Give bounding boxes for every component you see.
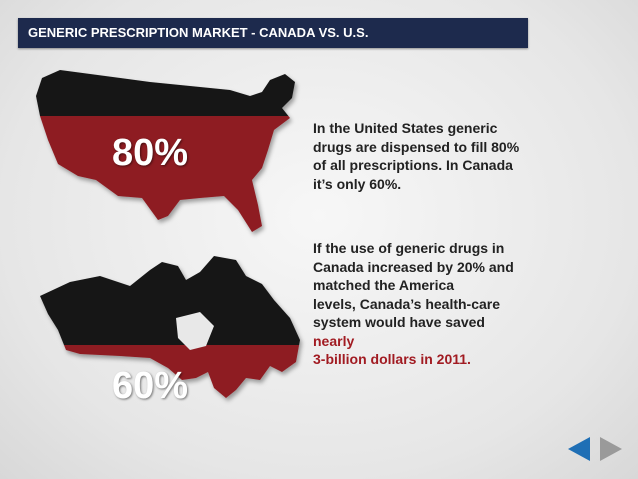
text-line: matched the America — [313, 277, 455, 293]
text-line: drugs are dispensed to fill 80% — [313, 138, 520, 155]
paragraph: In the United States generic drugs are di… — [313, 119, 519, 193]
text-line: In the United States generic — [313, 120, 498, 136]
text-line: nearly — [313, 332, 355, 349]
paragraph: If the use of generic drugs in Canada inc… — [313, 239, 514, 369]
text-line: system would have saved — [313, 314, 485, 330]
text-line: 3-billion dollars in 2011. — [313, 351, 471, 367]
text-line: levels, Canada’s health-care — [313, 295, 501, 312]
navigation — [568, 437, 622, 461]
us-percent: 80% — [112, 132, 189, 174]
header-title: GENERIC PRESCRIPTION MARKET - CANADA VS.… — [18, 18, 528, 48]
text-line: it’s only 60%. — [313, 175, 402, 192]
us-map — [36, 70, 295, 232]
canada-percent: 60% — [112, 365, 189, 407]
text-line: If the use of generic drugs in — [313, 240, 505, 256]
text-line: Canada increased by 20% and — [313, 258, 514, 275]
next-button[interactable] — [600, 437, 622, 461]
canada-map — [40, 256, 300, 398]
prev-button[interactable] — [568, 437, 590, 461]
text-line: of all prescriptions. In Canada — [313, 157, 513, 173]
